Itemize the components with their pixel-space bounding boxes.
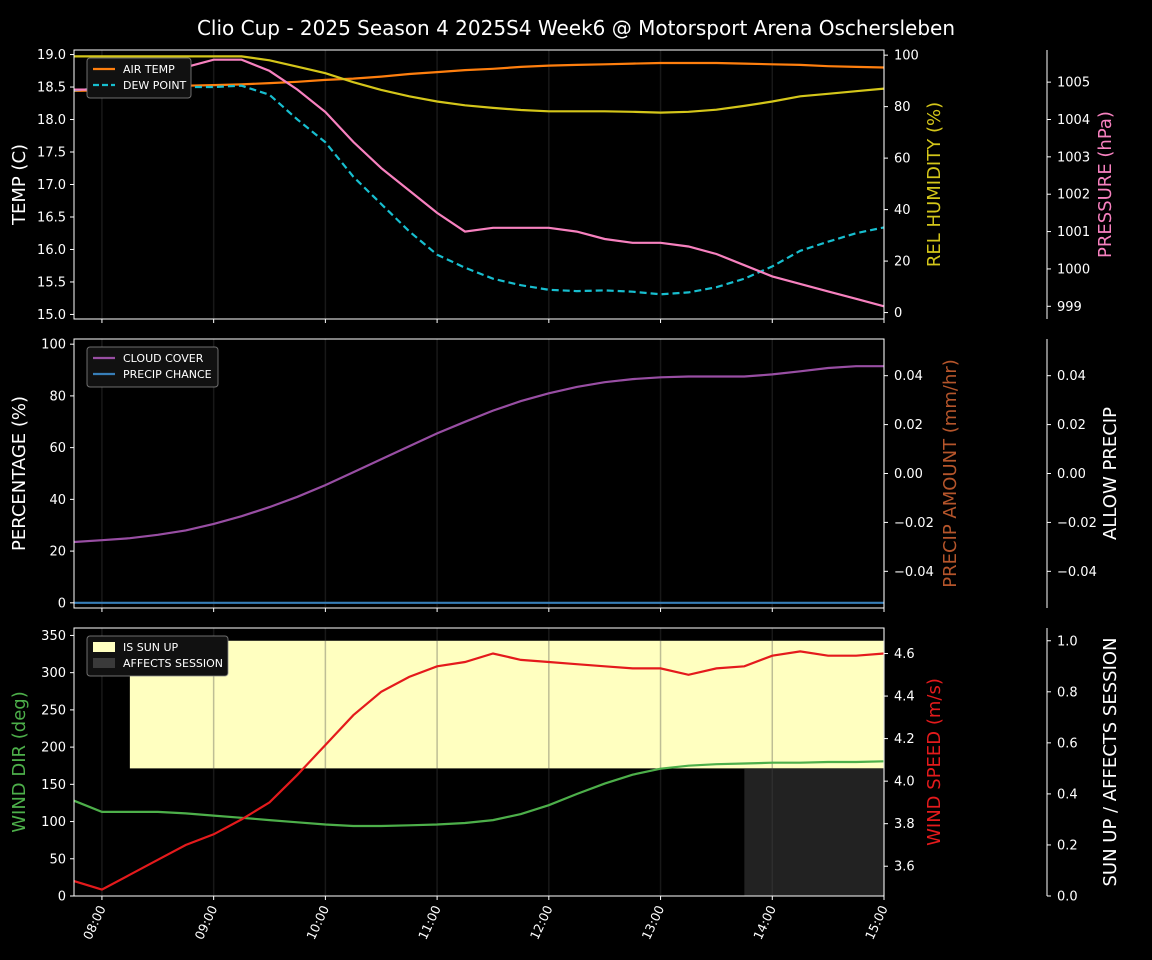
y3-tick-label: 1001 [1057, 225, 1090, 240]
sun-up-band [129, 640, 885, 769]
y-tick-label: 50 [49, 852, 66, 867]
y2-tick-label: 4.6 [894, 647, 915, 662]
y2-axis-title: REL HUMIDITY (%) [924, 102, 945, 267]
y2-tick-label: 0.04 [894, 369, 923, 384]
legend-swatch [93, 642, 115, 652]
y3-tick-label: 1004 [1057, 113, 1090, 128]
y3-tick-label: 1003 [1057, 150, 1090, 165]
y-tick-label: 100 [41, 338, 66, 353]
y-axis-title: WIND DIR (deg) [9, 691, 30, 833]
y-tick-label: 19.0 [37, 48, 66, 63]
legend: IS SUN UP AFFECTS SESSION [86, 635, 229, 677]
y2-tick-label: −0.02 [894, 516, 934, 531]
y-tick-label: 17.0 [37, 178, 66, 193]
y-axis-title: TEMP (C) [9, 144, 30, 226]
y2-tick-label: 0.00 [894, 467, 923, 482]
y-tick-label: 250 [41, 703, 66, 718]
panel-top: 15.0 15.5 16.0 16.5 17.0 17.5 18.0 18.5 19.0 0 20 4… [9, 48, 1116, 323]
y3-tick-label: 1005 [1057, 76, 1090, 91]
y2-tick-label: −0.04 [894, 565, 934, 580]
y2-tick-label: 0 [894, 306, 902, 321]
y-tick-label: 17.5 [37, 146, 66, 161]
y2-axis-title: WIND SPEED (m/s) [924, 678, 945, 846]
y-tick-label: 150 [41, 778, 66, 793]
legend-label: CLOUD COVER [123, 352, 204, 365]
y2-tick-label: 20 [894, 255, 911, 270]
y-tick-label: 40 [49, 493, 66, 508]
legend-label: AIR TEMP [123, 63, 175, 76]
series-line-rel-humidity [74, 55, 885, 114]
panel-bottom: 0 50 100 150 200 250 300 350 3.6 3.8 4.0 4.2 4.4 4.6 0… [9, 627, 1121, 905]
y3-tick-label: −0.04 [1057, 565, 1097, 580]
y-tick-label: 0 [58, 596, 66, 611]
y3-axis-title: PRESSURE (hPa) [1095, 111, 1116, 258]
y2-tick-label: 3.8 [894, 817, 915, 832]
legend-swatch [93, 658, 115, 668]
legend-label: IS SUN UP [123, 641, 179, 654]
y3-tick-label: 0.6 [1057, 736, 1078, 751]
y3-tick-label: 0.02 [1057, 418, 1086, 433]
y-tick-label: 200 [41, 741, 66, 756]
series-line-air-temp [73, 61, 885, 92]
y3-tick-label: 0.04 [1057, 369, 1086, 384]
y3-tick-label: 1002 [1057, 188, 1090, 203]
y2-tick-label: 60 [894, 152, 911, 167]
y3-tick-label: 0.2 [1057, 838, 1078, 853]
y-axis-title: PERCENTAGE (%) [9, 396, 30, 551]
y3-axis-title: ALLOW PRECIP [1100, 407, 1121, 540]
y-tick-label: 0 [58, 890, 66, 905]
legend: AIR TEMP DEW POINT [86, 57, 192, 99]
y-tick-label: 350 [41, 629, 66, 644]
y2-axis-title: PRECIP AMOUNT (mm/hr) [940, 359, 961, 588]
series-line-pressure [74, 58, 885, 308]
y3-tick-label: 0.8 [1057, 685, 1078, 700]
legend-box [86, 346, 219, 388]
y2-tick-label: 40 [894, 203, 911, 218]
legend-box [86, 635, 229, 677]
y3-tick-label: 0.4 [1057, 787, 1078, 802]
y3-tick-label: 1.0 [1057, 634, 1078, 649]
series-line-dew-point [73, 84, 885, 296]
y-tick-label: 18.5 [37, 81, 66, 96]
y-tick-label: 300 [41, 666, 66, 681]
affects-session-band [744, 768, 884, 896]
legend-label: AFFECTS SESSION [123, 657, 223, 670]
y-tick-label: 80 [49, 389, 66, 404]
chart-title: Clio Cup - 2025 Season 4 2025S4 Week6 @ … [197, 16, 955, 40]
y2-tick-label: 80 [894, 100, 911, 115]
y-tick-label: 16.0 [37, 243, 66, 258]
y3-tick-label: 999 [1057, 300, 1082, 315]
y-tick-label: 16.5 [37, 210, 66, 225]
y3-tick-label: −0.02 [1057, 516, 1097, 531]
legend-label: PRECIP CHANCE [123, 368, 212, 381]
series-line-cloud-cover [73, 365, 884, 544]
y-tick-label: 18.0 [37, 113, 66, 128]
panel-middle: 0 20 40 60 80 100 −0.04 −0.02 0.00 0.02 0.04 −0.04 −… [9, 338, 1121, 612]
plot-frame [73, 627, 885, 897]
y-tick-label: 15.0 [37, 308, 66, 323]
y2-tick-label: 100 [894, 49, 919, 64]
series-line-wind-dir [73, 760, 885, 828]
y2-tick-label: 0.02 [894, 418, 923, 433]
y-tick-label: 100 [41, 815, 66, 830]
y3-tick-label: 1000 [1057, 262, 1090, 277]
y2-tick-label: 3.6 [894, 860, 915, 875]
y3-tick-label: 0.0 [1057, 890, 1078, 905]
y-tick-label: 60 [49, 441, 66, 456]
y3-axis-title: SUN UP / AFFECTS SESSION [1100, 637, 1121, 886]
y3-tick-label: 0.00 [1057, 467, 1086, 482]
y2-tick-label: 4.2 [894, 732, 915, 747]
y2-tick-label: 4.4 [894, 690, 915, 705]
legend: CLOUD COVER PRECIP CHANCE [86, 346, 219, 388]
legend-label: DEW POINT [123, 79, 187, 92]
y2-tick-label: 4.0 [894, 775, 915, 790]
series-line-wind-speed [73, 650, 885, 891]
y-tick-label: 20 [49, 545, 66, 560]
y-tick-label: 15.5 [37, 275, 66, 290]
